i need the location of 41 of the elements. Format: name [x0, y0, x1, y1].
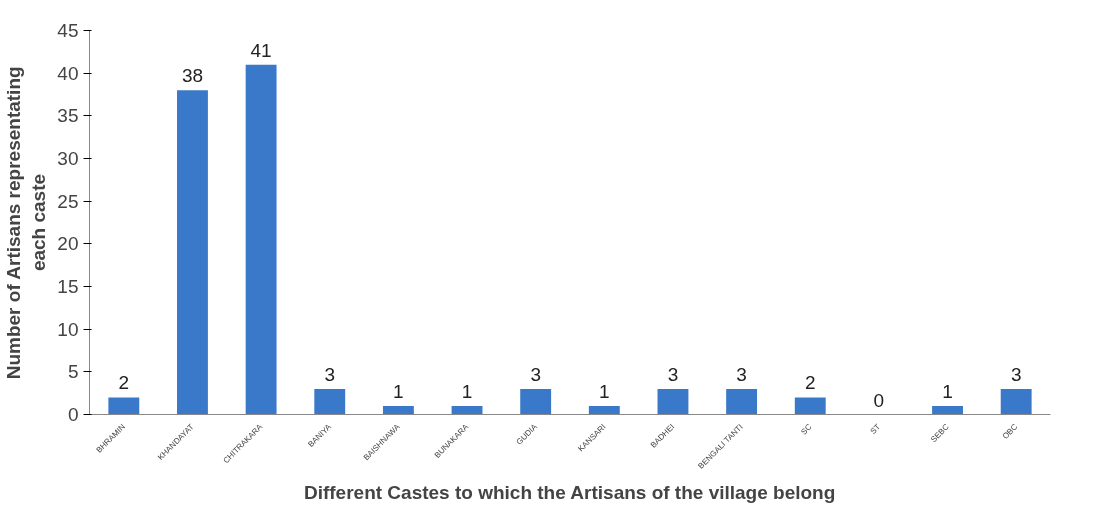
bar [588, 405, 620, 415]
bar [726, 388, 758, 415]
data-label: 1 [461, 380, 473, 402]
data-label: 3 [530, 363, 541, 385]
bar [932, 405, 963, 415]
x-tick-label: ST [868, 422, 883, 436]
data-label: 3 [736, 363, 747, 385]
data-label: 41 [250, 39, 272, 61]
y-tick-label: 35 [57, 105, 79, 127]
y-tick-label: 20 [57, 233, 79, 255]
x-tick-label: SC [799, 422, 814, 437]
data-label: 3 [1010, 363, 1022, 385]
data-label: 3 [324, 363, 336, 385]
y-tick-label: 30 [57, 148, 79, 169]
y-tick-label: 5 [67, 361, 79, 383]
y-tick-label: 40 [57, 62, 79, 84]
y-tick-label: 10 [57, 318, 79, 340]
data-label: 2 [118, 372, 130, 394]
bar [520, 388, 552, 415]
data-label: 1 [393, 380, 404, 402]
bar [451, 405, 483, 415]
data-label: 0 [873, 389, 885, 411]
bar [657, 388, 689, 415]
y-tick-label: 15 [57, 276, 79, 297]
bar [382, 405, 414, 415]
bar [177, 90, 208, 415]
bar [1000, 388, 1032, 415]
y-tick-label: 25 [57, 190, 79, 212]
data-label: 3 [667, 363, 679, 385]
x-axis-title: Different Castes to which the Artisans of the village belong [303, 481, 836, 503]
bar [245, 64, 277, 415]
data-label: 1 [599, 380, 610, 402]
y-tick-label: 45 [57, 20, 79, 41]
data-label: 2 [804, 372, 816, 394]
y-axis-title: Number of Artisans representating each caste [3, 66, 50, 380]
y-tick-label: 0 [67, 404, 79, 425]
data-label: 1 [942, 380, 953, 402]
bar [108, 397, 140, 415]
bar [794, 397, 826, 415]
data-label: 38 [181, 65, 204, 87]
bar [314, 388, 346, 415]
